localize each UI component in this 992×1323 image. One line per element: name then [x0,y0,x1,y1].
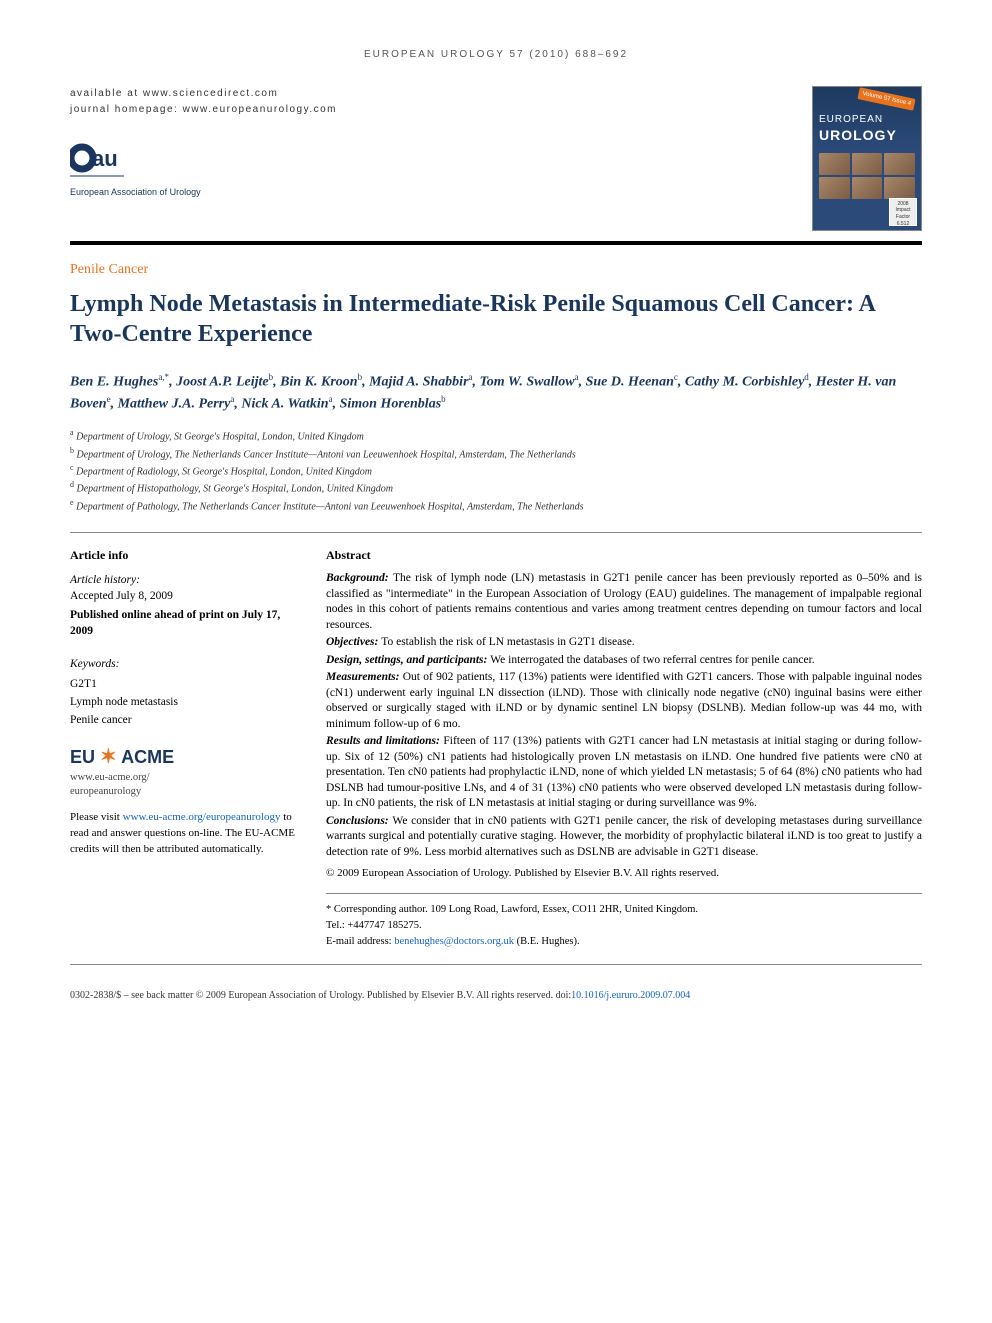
page-footer: 0302-2838/$ – see back matter © 2009 Eur… [70,989,922,1003]
corr-email-line: E-mail address: benehughes@doctors.org.u… [326,934,922,950]
eu-acme-logo: EU ✶ ACME [70,744,300,771]
article-info-heading: Article info [70,547,300,563]
star-icon: ✶ [100,746,117,768]
acme-note: Please visit www.eu-acme.org/europeanuro… [70,810,300,858]
abstract-heading: Abstract [326,547,922,563]
corresponding-author: * Corresponding author. 109 Long Road, L… [326,893,922,949]
keywords-list: G2T1 Lymph node metastasis Penile cancer [70,675,300,730]
keywords-label: Keywords: [70,657,300,673]
cover-thumbnails [819,153,915,199]
cover-title-1: EUROPEAN [819,113,915,127]
article-section: Penile Cancer [70,261,922,280]
keyword: G2T1 [70,675,300,693]
abstract-column: Abstract Background: The risk of lymph n… [326,547,922,950]
affiliation: b Department of Urology, The Netherlands… [70,445,922,462]
journal-homepage: journal homepage: www.europeanurology.co… [70,102,812,118]
affiliation: d Department of Histopathology, St Georg… [70,479,922,496]
abstract-section-text: The risk of lymph node (LN) metastasis i… [326,572,922,631]
masthead-left: available at www.sciencedirect.com journ… [70,86,812,198]
abstract-section-text: Out of 902 patients, 117 (13%) patients … [326,671,922,730]
publisher-name: European Association of Urology [70,186,812,198]
journal-cover-thumbnail: Volume 57 Issue 4 EUROPEAN UROLOGY 2008 … [812,86,922,231]
affiliation: e Department of Pathology, The Netherlan… [70,497,922,514]
abstract-copyright: © 2009 European Association of Urology. … [326,866,922,881]
affiliation: c Department of Radiology, St George's H… [70,462,922,479]
abstract-section-text: We consider that in cN0 patients with G2… [326,815,922,858]
keyword: Lymph node metastasis [70,693,300,711]
abstract-section-label: Measurements: [326,671,403,683]
svg-text:au: au [92,146,118,171]
corr-tel: Tel.: +447747 185275. [326,918,922,934]
cover-volume-badge: Volume 57 Issue 4 [857,87,916,111]
history-label: Article history: [70,573,300,589]
abstract-section: Design, settings, and participants: We i… [326,653,922,669]
cover-title-2: UROLOGY [819,126,915,145]
eu-acme-url: www.eu-acme.org/ europeanurology [70,771,300,798]
abstract-section-label: Design, settings, and participants: [326,654,490,666]
abstract-section-text: To establish the risk of LN metastasis i… [381,636,634,648]
divider-top [70,241,922,245]
history-line: Accepted July 8, 2009 [70,589,300,605]
abstract-section-text: We interrogated the databases of two ref… [490,654,814,666]
abstract-section: Results and limitations: Fifteen of 117 … [326,734,922,812]
abstract-section: Background: The risk of lymph node (LN) … [326,571,922,633]
cover-if-badge: 2008 Impact Factor 6.512 [889,198,917,226]
masthead: available at www.sciencedirect.com journ… [70,86,922,231]
abstract-section-label: Results and limitations: [326,735,443,747]
abstract-section-label: Objectives: [326,636,381,648]
main-two-column: Article info Article history: Accepted J… [70,532,922,965]
affiliation: a Department of Urology, St George's Hos… [70,427,922,444]
corr-email-link[interactable]: benehughes@doctors.org.uk [394,936,514,947]
corr-address: * Corresponding author. 109 Long Road, L… [326,902,922,918]
article-title: Lymph Node Metastasis in Intermediate-Ri… [70,289,922,349]
article-info-column: Article info Article history: Accepted J… [70,547,300,950]
publisher-logo: au [70,138,812,186]
available-at: available at www.sciencedirect.com [70,86,812,102]
abstract-section-label: Background: [326,572,393,584]
author-list: Ben E. Hughesa,*, Joost A.P. Leijteb, Bi… [70,371,922,415]
abstract-section: Objectives: To establish the risk of LN … [326,635,922,651]
running-header: EUROPEAN UROLOGY 57 (2010) 688–692 [70,48,922,62]
keyword: Penile cancer [70,711,300,729]
abstract-section: Conclusions: We consider that in cN0 pat… [326,814,922,861]
affiliations: a Department of Urology, St George's Hos… [70,427,922,514]
history-line: Published online ahead of print on July … [70,608,300,639]
availability-lines: available at www.sciencedirect.com journ… [70,86,812,118]
eau-logo-icon: au [70,138,124,186]
doi-link[interactable]: 10.1016/j.eururo.2009.07.004 [571,990,690,1001]
eu-acme-link[interactable]: www.eu-acme.org/europeanurology [123,811,281,823]
abstract-section: Measurements: Out of 902 patients, 117 (… [326,670,922,732]
abstract-section-label: Conclusions: [326,815,392,827]
